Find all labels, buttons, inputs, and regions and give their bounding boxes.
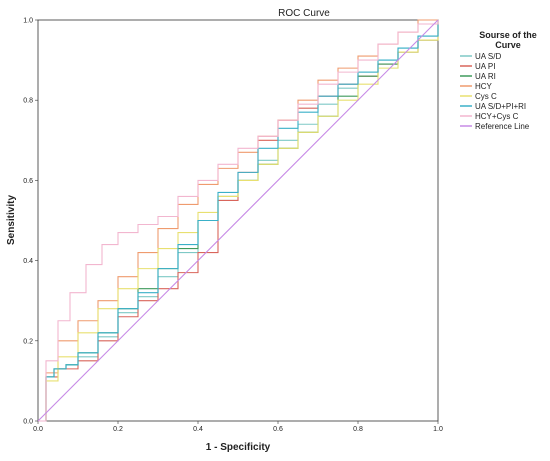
legend-label: HCY (475, 82, 493, 91)
y-tick-label: 0.4 (23, 258, 33, 265)
legend-label: Cys C (475, 92, 497, 101)
x-tick-label: 1.0 (433, 426, 443, 433)
legend-title-line1: Sourse of the (479, 30, 537, 40)
x-tick-label: 0.4 (193, 426, 203, 433)
y-tick-label: 0.0 (23, 419, 33, 426)
legend-label: UA S/D (475, 52, 501, 61)
legend-label: UA RI (475, 72, 496, 81)
series-line-4 (38, 19, 438, 422)
legend-label: UA PI (475, 62, 495, 71)
legend-label: HCY+Cys C (475, 112, 519, 121)
y-tick-label: 0.2 (23, 338, 33, 345)
x-axis-ticks: 0.0 0.2 0.4 0.6 0.8 1.0 (33, 421, 443, 433)
x-tick-label: 0.6 (273, 426, 283, 433)
x-tick-label: 0.2 (113, 426, 123, 433)
plot-area: 0.0 0.2 0.4 0.6 0.8 1.0 0.0 0.2 0.4 0.6 0.8 1.0 (23, 18, 443, 434)
y-tick-label: 1.0 (23, 18, 33, 25)
x-axis-title: 1 - Specificity (206, 442, 271, 453)
series-layer (37, 19, 439, 422)
legend-label: Reference Line (475, 122, 530, 131)
y-axis-title: Sensitivity (6, 195, 17, 245)
chart-title: ROC Curve (278, 8, 330, 19)
x-tick-label: 0.0 (33, 426, 43, 433)
series-line-7 (38, 20, 439, 422)
legend-label: UA S/D+PI+RI (475, 102, 526, 111)
legend-title-line2: Curve (495, 40, 521, 50)
y-tick-label: 0.6 (23, 178, 33, 185)
x-tick-label: 0.8 (353, 426, 363, 433)
series-line-8 (37, 19, 439, 422)
y-tick-label: 0.8 (23, 98, 33, 105)
series-line-6 (38, 20, 439, 422)
y-axis-ticks: 0.0 0.2 0.4 0.6 0.8 1.0 (23, 18, 38, 426)
